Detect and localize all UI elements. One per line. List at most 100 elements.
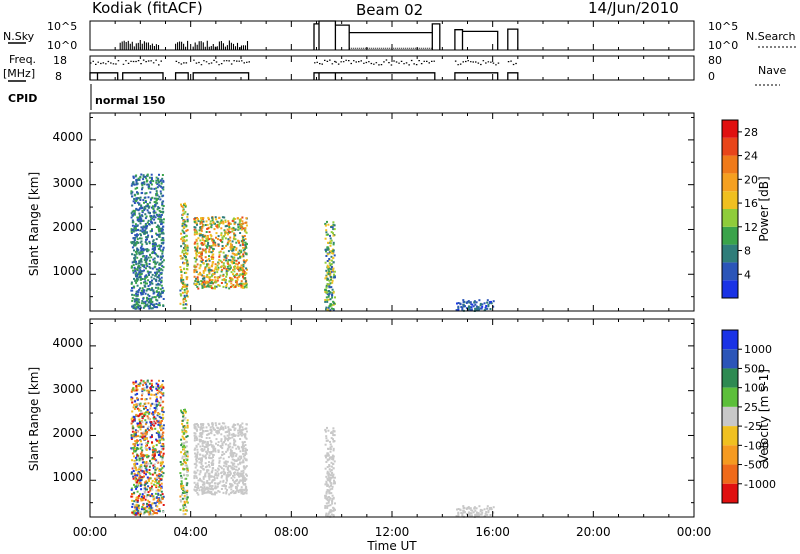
echo-cell (246, 474, 248, 477)
echo-cell (196, 250, 199, 253)
echo-cell (155, 199, 158, 202)
echo-cell (161, 174, 164, 176)
echo-cell (331, 279, 334, 282)
echo-cell (159, 433, 162, 436)
echo-cell (245, 478, 248, 481)
echo-cell (227, 436, 230, 439)
echo-cell (136, 300, 139, 303)
echo-cell (324, 483, 327, 486)
echo-cell (158, 421, 161, 424)
echo-cell (326, 489, 329, 492)
echo-cell (485, 305, 488, 307)
echo-cell (233, 444, 236, 447)
echo-cell (158, 415, 161, 418)
echo-cell (334, 502, 336, 505)
echo-cell (229, 465, 232, 468)
echo-cell (225, 485, 227, 487)
echo-cell (138, 420, 141, 423)
echo-cell (208, 255, 210, 258)
echo-cell (138, 265, 141, 268)
velocity-ytick-2000: 2000 (52, 426, 83, 440)
echo-cell (151, 279, 153, 282)
echo-cell (238, 455, 241, 458)
echo-cell (245, 283, 248, 286)
echo-cell (186, 218, 189, 221)
echo-cell (225, 244, 228, 247)
echo-cell (156, 414, 159, 417)
echo-cell (223, 216, 226, 219)
echo-cell (143, 389, 146, 392)
echo-cell (473, 301, 476, 304)
echo-cell (142, 431, 145, 434)
echo-cell (143, 201, 145, 204)
echo-cell (194, 241, 197, 244)
echo-cell (229, 445, 232, 448)
echo-cell (145, 464, 148, 467)
echo-cell (212, 453, 214, 456)
echo-cell (240, 429, 243, 432)
echo-cell (153, 197, 156, 200)
echo-cell (147, 285, 150, 288)
power-colorbar-tick-label: 4 (744, 268, 751, 281)
echo-cell (138, 253, 141, 256)
echo-cell (137, 403, 140, 406)
echo-cell (213, 228, 216, 231)
echo-cell (133, 183, 136, 186)
echo-cell (135, 234, 137, 237)
echo-cell (324, 224, 327, 227)
echo-cell (487, 511, 490, 514)
echo-cell (183, 285, 186, 288)
echo-cell (330, 469, 333, 472)
echo-cell (213, 272, 216, 275)
echo-cell (154, 427, 157, 430)
echo-cell (198, 267, 201, 270)
echo-cell (151, 427, 154, 430)
echo-cell (138, 443, 141, 446)
echo-cell (143, 487, 145, 490)
echo-cell (235, 247, 238, 250)
echo-cell (156, 261, 159, 264)
echo-cell (199, 221, 202, 223)
echo-cell (133, 210, 136, 213)
echo-cell (155, 489, 158, 492)
echo-cell (229, 266, 232, 269)
echo-cell (481, 303, 484, 306)
echo-cell (145, 468, 148, 471)
echo-cell (137, 504, 140, 507)
echo-cell (225, 268, 228, 271)
echo-cell (333, 270, 336, 273)
echo-cell (149, 180, 152, 183)
echo-cell (325, 512, 328, 515)
echo-cell (158, 484, 161, 487)
echo-cell (137, 177, 140, 180)
echo-cell (136, 273, 139, 276)
echo-cell (145, 444, 147, 447)
echo-cell (157, 420, 160, 423)
echo-cell (134, 187, 137, 190)
echo-cell (162, 400, 165, 403)
echo-cell (157, 214, 160, 217)
echo-cell (134, 244, 137, 247)
freq-label: Freq. (9, 53, 36, 66)
echo-cell (220, 433, 223, 436)
echo-cell (202, 281, 204, 284)
echo-cell (134, 194, 137, 197)
echo-cell (460, 512, 463, 514)
echo-cell (141, 263, 144, 266)
echo-cell (456, 302, 458, 305)
echo-cell (146, 494, 149, 497)
echo-cell (160, 213, 163, 216)
echo-cell (203, 239, 206, 242)
echo-cell (211, 263, 214, 266)
echo-cell (205, 426, 208, 429)
echo-cell (132, 176, 135, 179)
echo-cell (474, 509, 477, 512)
echo-cell (209, 488, 212, 491)
echo-cell (201, 274, 204, 277)
echo-cell (134, 433, 137, 436)
echo-cell (211, 265, 213, 268)
echo-cell (224, 462, 227, 465)
echo-cell (186, 259, 189, 262)
echo-cell (160, 222, 163, 225)
